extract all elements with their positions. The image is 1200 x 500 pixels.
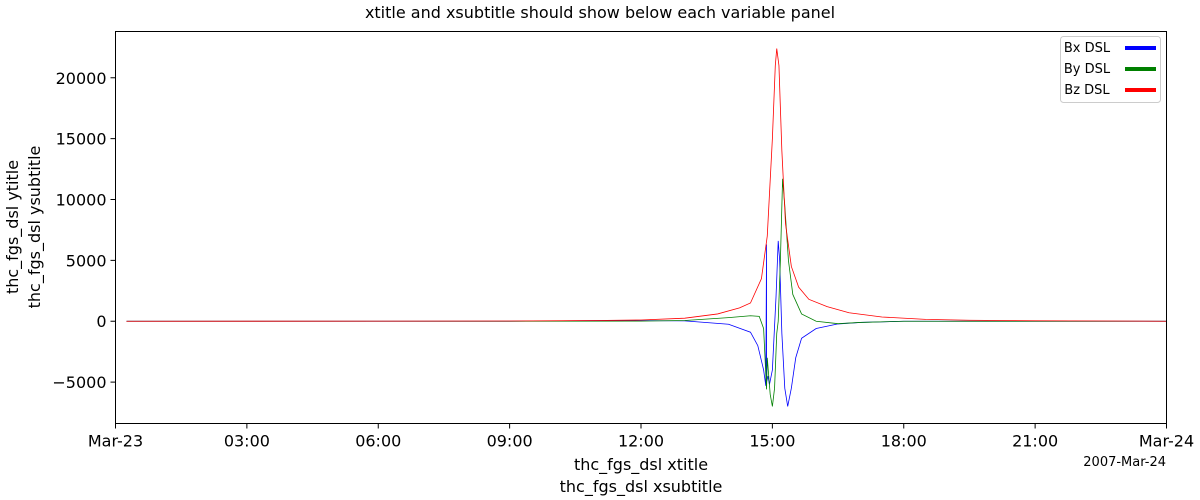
y-axis-sublabel: thc_fgs_dsl ysubtitle bbox=[25, 146, 45, 309]
x-tick-label-3: 09:00 bbox=[487, 432, 533, 451]
x-tick-label-0: Mar-23 bbox=[88, 432, 143, 451]
y-tick-label-0: −5000 bbox=[52, 373, 106, 392]
plot-area bbox=[115, 31, 1167, 424]
legend-box bbox=[1060, 36, 1161, 103]
y-axis: −5000 0 5000 10000 15000 20000 bbox=[52, 69, 116, 392]
x-tick-label-6: 18:00 bbox=[881, 432, 927, 451]
series-line-2 bbox=[126, 48, 1167, 322]
x-tick-label-1: 03:00 bbox=[224, 432, 270, 451]
ylabel-group: thc_fgs_dsl ytitle thc_fgs_dsl ysubtitle bbox=[3, 146, 45, 309]
chart-title: xtitle and xsubtitle should show below e… bbox=[365, 3, 835, 22]
plot-frame bbox=[115, 31, 1167, 424]
x-tick-label-5: 15:00 bbox=[749, 432, 795, 451]
y-tick-label-4: 15000 bbox=[56, 130, 107, 149]
y-tick-label-5: 20000 bbox=[56, 69, 107, 88]
date-label: 2007-Mar-24 bbox=[1083, 455, 1166, 470]
x-tick-label-8: Mar-24 bbox=[1139, 432, 1194, 451]
legend-label-2: Bz DSL bbox=[1064, 83, 1110, 98]
legend-label-1: By DSL bbox=[1064, 62, 1111, 77]
x-tick-label-2: 06:00 bbox=[355, 432, 401, 451]
x-tick-label-4: 12:00 bbox=[618, 432, 664, 451]
y-tick-label-3: 10000 bbox=[56, 191, 107, 210]
series-line-1 bbox=[126, 178, 1167, 407]
y-axis-label: thc_fgs_dsl ytitle bbox=[3, 160, 23, 294]
x-axis: Mar-23 03:00 06:00 09:00 12:00 15:00 18:00 21:0… bbox=[88, 423, 1194, 451]
y-tick-label-1: 0 bbox=[96, 312, 106, 331]
x-axis-sublabel: thc_fgs_dsl xsubtitle bbox=[560, 477, 723, 497]
y-tick-label-2: 5000 bbox=[66, 251, 107, 270]
series-line-0 bbox=[126, 240, 1167, 407]
x-tick-label-7: 21:00 bbox=[1012, 432, 1058, 451]
series-layer bbox=[126, 48, 1167, 407]
x-axis-label: thc_fgs_dsl xtitle bbox=[574, 455, 708, 475]
legend: Bx DSL By DSL Bz DSL bbox=[1060, 36, 1161, 103]
legend-label-0: Bx DSL bbox=[1064, 41, 1111, 56]
